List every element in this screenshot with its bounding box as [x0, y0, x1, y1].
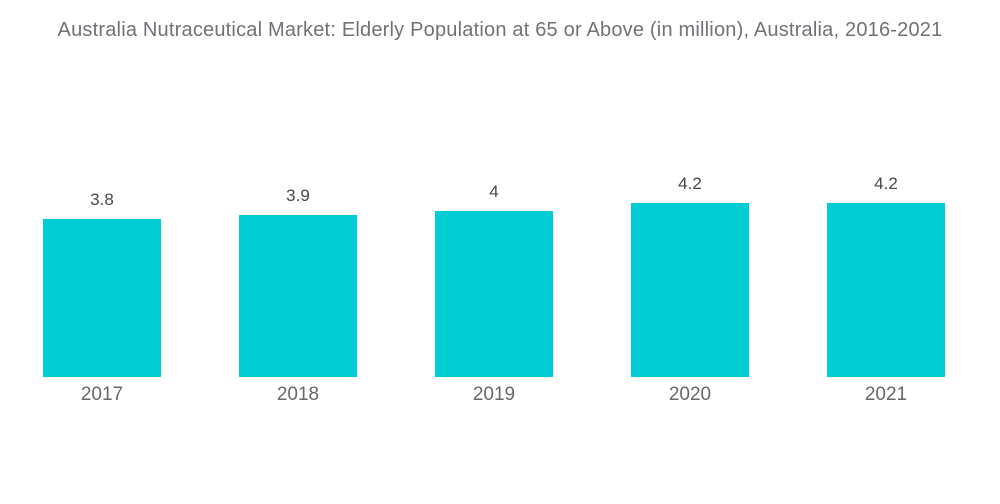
bar-category-label: 2017 — [80, 384, 124, 405]
bar-value-label: 4.2 — [874, 174, 898, 193]
chart-title: Australia Nutraceutical Market: Elderly … — [57, 19, 943, 41]
bar-value-label: 4.2 — [678, 174, 702, 193]
bar — [631, 203, 749, 377]
bar-category-label: 2018 — [276, 384, 320, 405]
bar — [827, 203, 945, 377]
bar-value-label: 4 — [489, 182, 499, 201]
bar-value-label: 3.9 — [286, 186, 310, 205]
bar — [43, 219, 161, 377]
bar-group: 4.2 — [592, 0, 788, 377]
bar-category-label: 2021 — [864, 384, 908, 405]
bar-category-label: 2019 — [472, 384, 516, 405]
bar-group: 4.2 — [788, 0, 984, 377]
bar — [435, 211, 553, 377]
bar-group: 4 — [396, 0, 592, 377]
bar — [239, 215, 357, 377]
bar-category-label: 2020 — [668, 384, 712, 405]
bar-group: 3.9 — [200, 0, 396, 377]
bar-group: 3.8 — [4, 0, 200, 377]
bar-value-label: 3.8 — [90, 190, 114, 209]
